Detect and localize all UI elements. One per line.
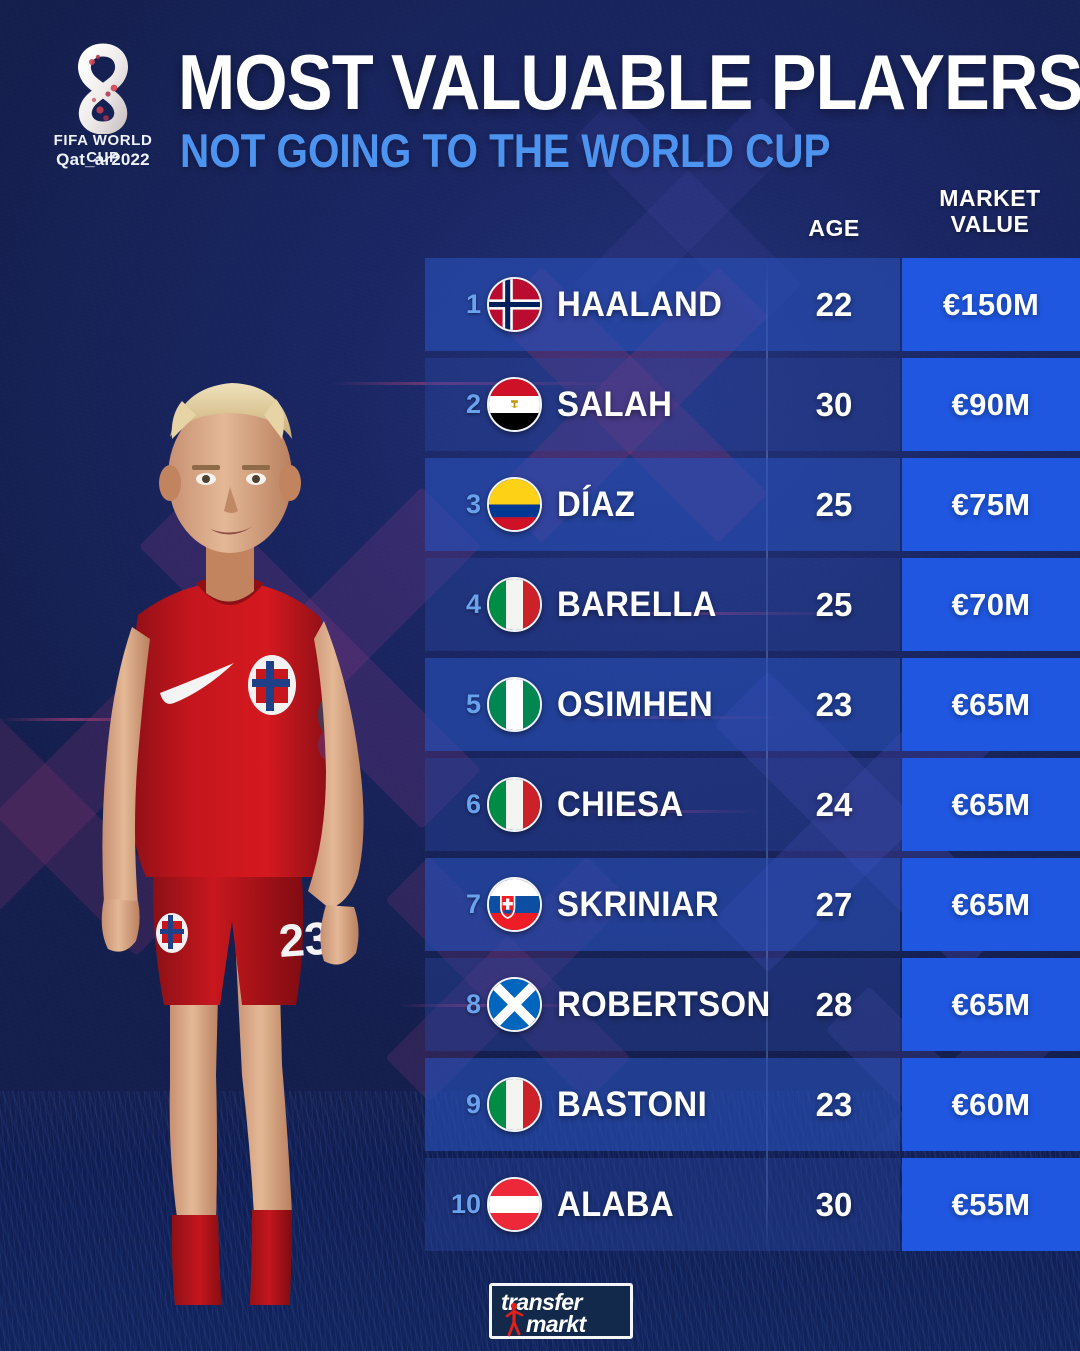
row-rank: 5	[465, 689, 481, 719]
row-player-name: SALAH	[557, 384, 673, 424]
row-market-value: €55M	[902, 1158, 1080, 1251]
row-age: 28	[815, 985, 853, 1023]
row-rank: 4	[465, 589, 481, 619]
row-rank: 1	[465, 289, 481, 319]
table-row[interactable]: 6 CHIESA 24 €65M	[425, 758, 1080, 851]
row-market-value: €90M	[902, 358, 1080, 451]
decorative-streak	[570, 810, 760, 813]
flag-slovakia-icon	[487, 877, 542, 932]
row-rank: 9	[465, 1089, 481, 1119]
row-market-value: €65M	[902, 758, 1080, 851]
table-row[interactable]: 1 HAALAND 22 €150M	[425, 258, 1080, 351]
flag-italy-icon	[487, 577, 542, 632]
row-rank: 6	[465, 789, 481, 819]
row-rank: 3	[465, 489, 481, 519]
row-age: 24	[815, 785, 853, 823]
row-market-value: €65M	[902, 858, 1080, 951]
row-age: 27	[815, 885, 853, 923]
decorative-streak	[600, 612, 850, 615]
row-player-name: BARELLA	[557, 584, 717, 624]
table-row[interactable]: 5 OSIMHEN 23 €65M	[425, 658, 1080, 751]
flag-scotland-icon	[487, 977, 542, 1032]
table-row[interactable]: 9 BASTONI 23 €60M	[425, 1058, 1080, 1151]
flag-italy-icon	[487, 1077, 542, 1132]
column-header-market-value-line2: VALUE	[950, 210, 1030, 237]
fifa-logo-text-line1: FIFA WORLD CUP	[53, 132, 153, 166]
row-age: 23	[815, 685, 853, 723]
row-market-value: €60M	[902, 1058, 1080, 1151]
row-age: 25	[815, 585, 853, 623]
transfermarkt-player-figure-icon	[504, 1302, 526, 1338]
qatar-2022-loop-icon	[36, 42, 170, 135]
flag-italy-icon	[487, 777, 542, 832]
flag-egypt-icon	[487, 377, 542, 432]
erling-haaland-photo: 23	[20, 215, 440, 1351]
row-rank: 10	[450, 1189, 481, 1219]
fifa-logo-text-line2: Qat_ar2022	[56, 150, 150, 169]
row-market-value: €65M	[902, 658, 1080, 751]
page-subtitle: NOT GOING TO THE WORLD CUP	[180, 124, 831, 177]
column-header-market-value: MARKET VALUE	[900, 185, 1080, 238]
row-player-name: SKRINIAR	[557, 884, 720, 924]
fifa-world-cup-qatar-2022-logo: FIFA WORLD CUP Qat_ar2022	[36, 40, 170, 170]
row-age: 22	[815, 285, 853, 323]
page-title: MOST VALUABLE PLAYERS	[178, 38, 1080, 126]
row-player-name: ALABA	[557, 1184, 675, 1224]
row-market-value: €150M	[902, 258, 1080, 351]
table-row[interactable]: 3 DÍAZ 25 €75M	[425, 458, 1080, 551]
row-player-name: CHIESA	[557, 784, 684, 824]
flag-nigeria-icon	[487, 677, 542, 732]
row-market-value: €65M	[902, 958, 1080, 1051]
row-age: 23	[815, 1085, 853, 1123]
row-rank: 7	[465, 889, 481, 919]
row-market-value: €70M	[902, 558, 1080, 651]
row-age: 30	[815, 1185, 853, 1223]
decorative-streak	[330, 382, 630, 385]
row-player-name: OSIMHEN	[557, 684, 714, 724]
row-rank: 8	[465, 989, 481, 1019]
column-divider	[766, 258, 768, 1258]
table-row[interactable]: 10 ALABA 30 €55M	[425, 1158, 1080, 1251]
column-header-age: AGE	[808, 215, 860, 241]
column-header-market-value-line1: MARKET	[939, 185, 1041, 211]
row-player-name: DÍAZ	[557, 484, 636, 524]
row-player-name: BASTONI	[557, 1084, 708, 1124]
players-ranking-table: 1 HAALAND 22 €150M 2 SALAH 30 €90M 3 DÍAZ 25 €75…	[425, 258, 1080, 1260]
table-row[interactable]: 7 SKRINIAR 27 €65M	[425, 858, 1080, 951]
row-age: 30	[815, 385, 853, 423]
transfermarkt-logo-line2: markt	[526, 1311, 586, 1337]
flag-colombia-icon	[487, 477, 542, 532]
row-age: 25	[815, 485, 853, 523]
table-row[interactable]: 8 ROBERTSON 28 €65M	[425, 958, 1080, 1051]
flag-norway-icon	[487, 277, 542, 332]
table-row[interactable]: 2 SALAH 30 €90M	[425, 358, 1080, 451]
flag-austria-icon	[487, 1177, 542, 1232]
table-row[interactable]: 4 BARELLA 25 €70M	[425, 558, 1080, 651]
row-rank: 2	[465, 389, 481, 419]
decorative-streak	[0, 718, 180, 721]
row-player-name: ROBERTSON	[557, 984, 771, 1024]
transfermarkt-logo: transfer markt	[489, 1283, 633, 1339]
row-player-name: HAALAND	[557, 284, 723, 324]
row-market-value: €75M	[902, 458, 1080, 551]
